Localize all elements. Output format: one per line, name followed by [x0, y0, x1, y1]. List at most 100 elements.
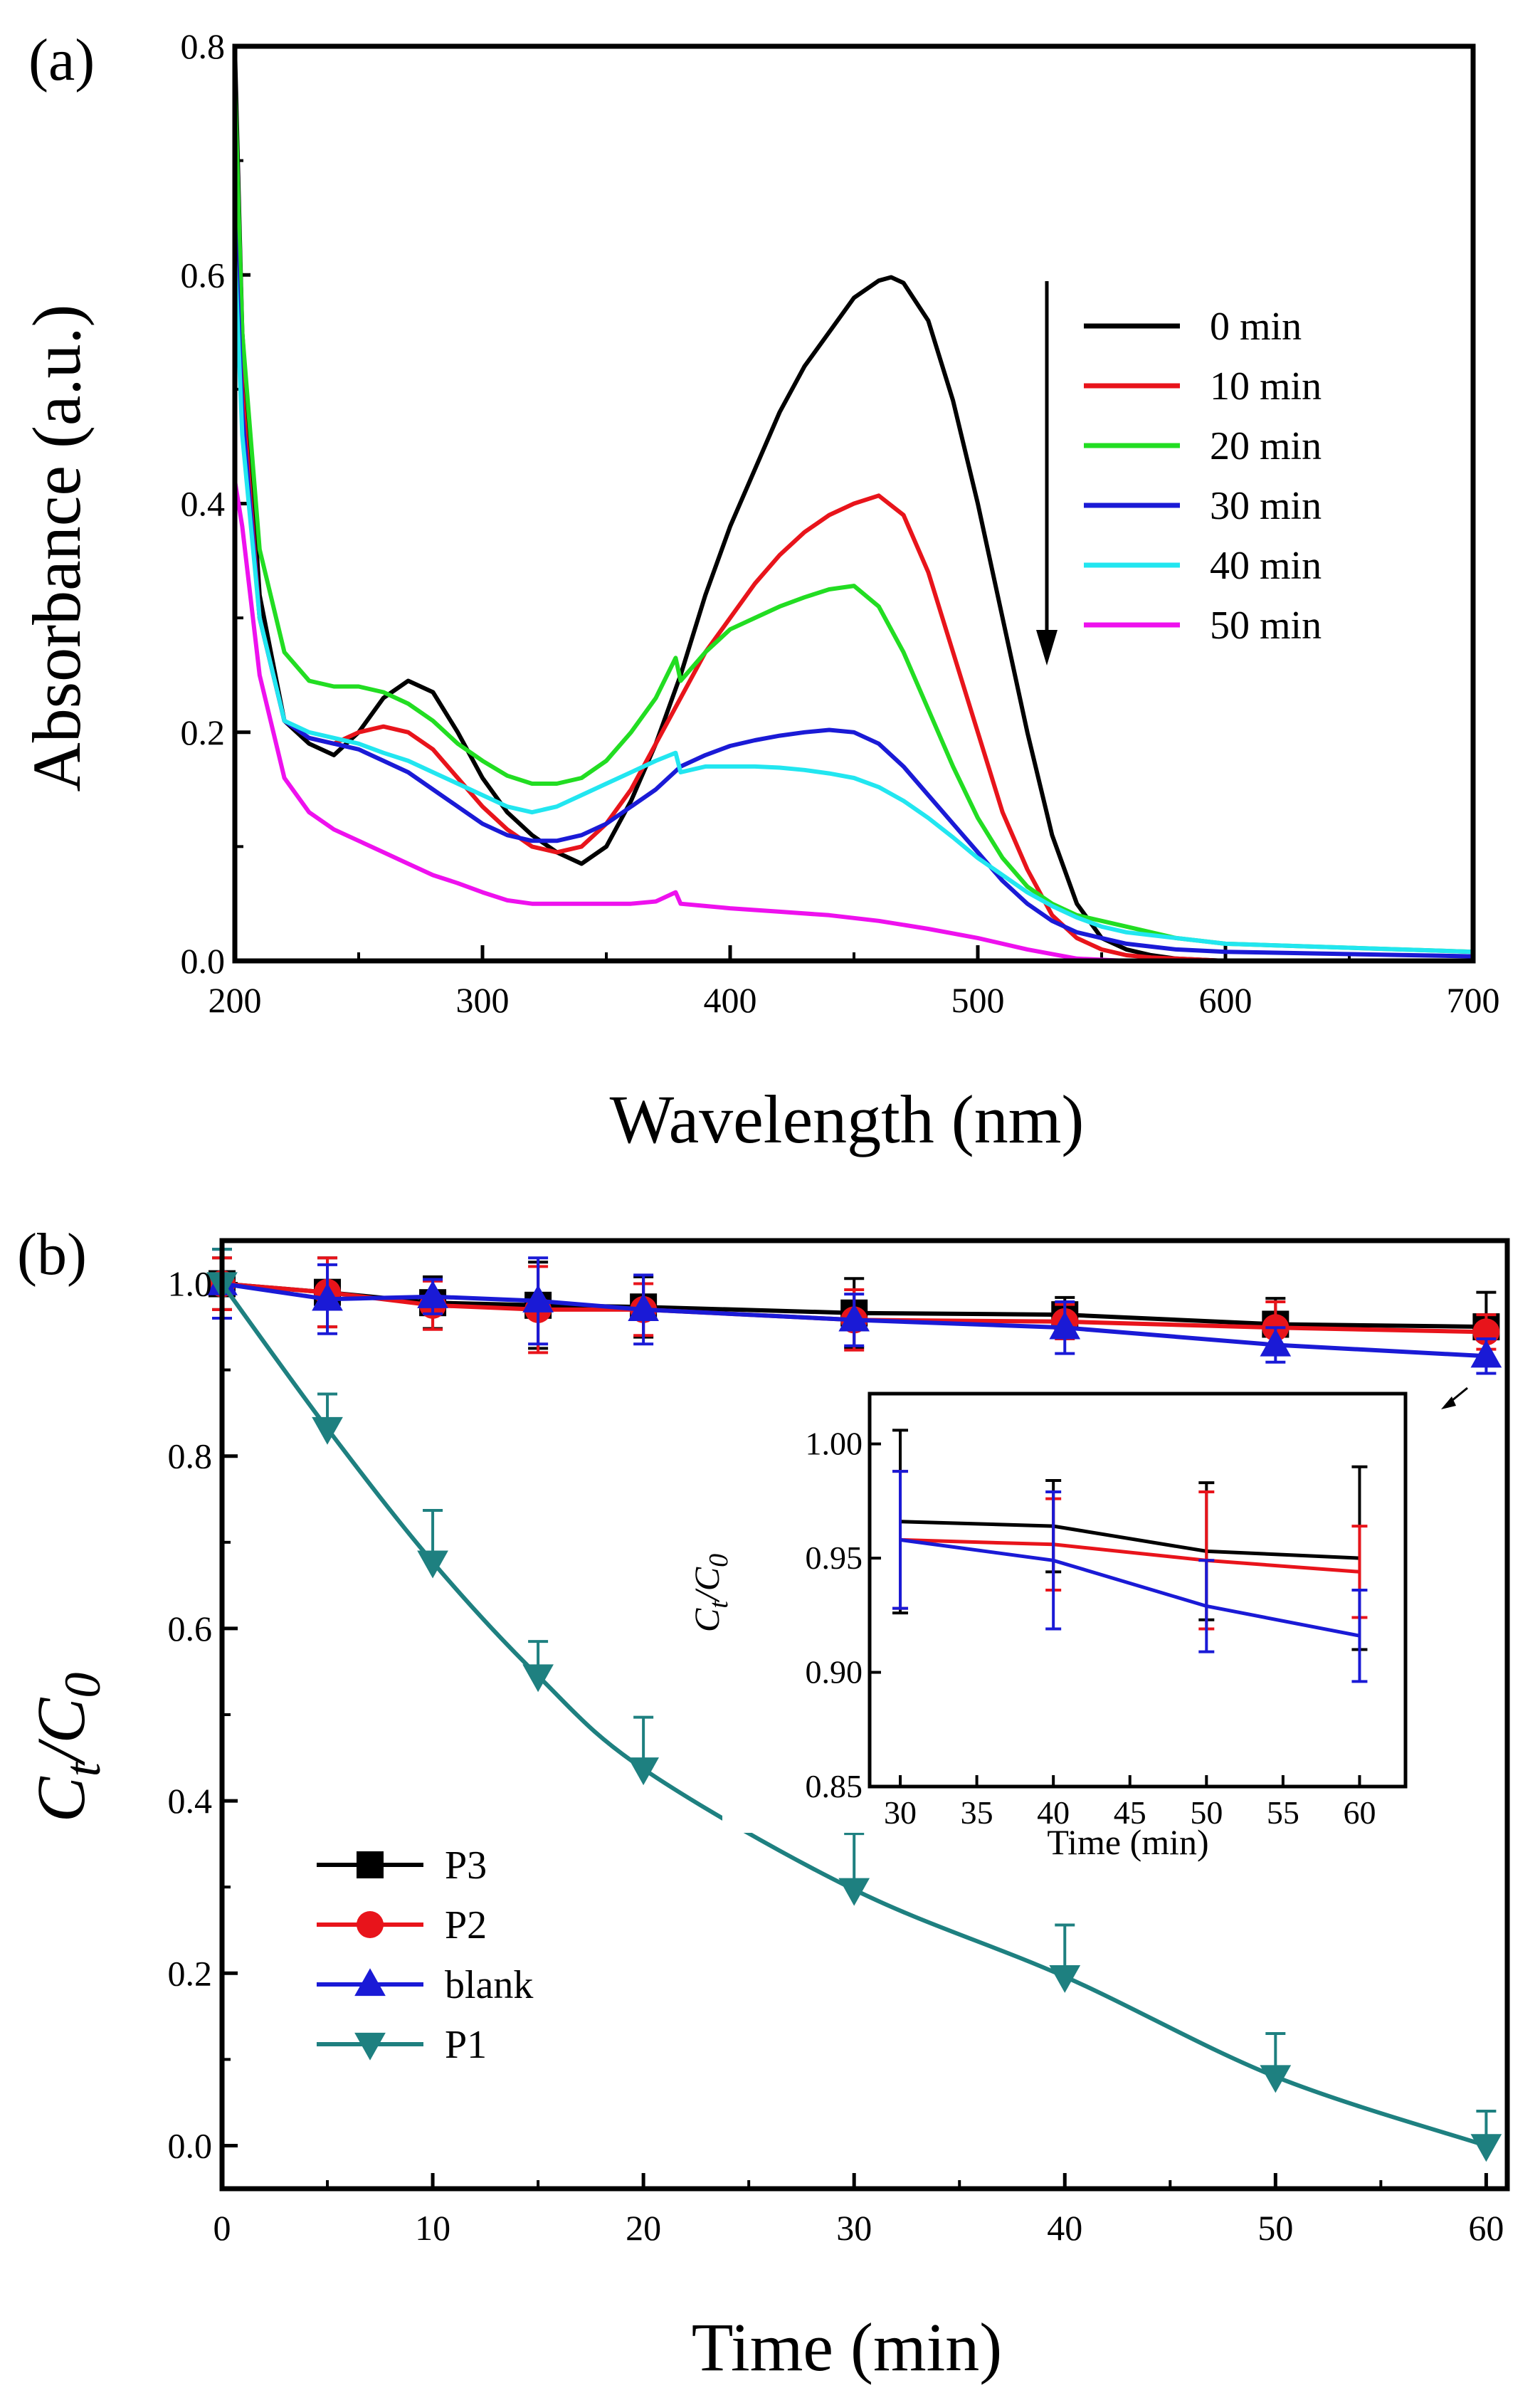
b-y-tick-label-0.4: 0.4	[168, 1781, 213, 1821]
inset-y-axis-title-text: Ct/C0	[687, 1554, 734, 1632]
b-legend-label-blank: blank	[445, 1963, 533, 2007]
b-blank-point-30	[838, 1303, 870, 1332]
inset-x-tick-label-30: 30	[884, 1794, 917, 1831]
b-blank-point-15	[522, 1284, 554, 1313]
b-series-line-p1	[220, 1282, 1487, 2148]
b-y-tick-labels: 0.0 0.2 0.4 0.6 0.8 1.0	[168, 1264, 213, 2166]
b-legend-marker-p1	[354, 2032, 386, 2061]
b-series-p1	[206, 1248, 1502, 2162]
a-x-tick-label-300: 300	[456, 980, 510, 1020]
a-y-tick-label-0.4: 0.4	[181, 484, 226, 524]
a-legend-label-20-min: 20 min	[1210, 424, 1322, 468]
b-ylabel-sub-0: 0	[54, 1673, 111, 1698]
a-x-tick-label-200: 200	[209, 980, 262, 1020]
a-legend-label-10-min: 10 min	[1210, 364, 1322, 409]
inset-y-axis-title: Ct/C0	[687, 1554, 734, 1632]
b-blank-point-50	[1260, 1328, 1292, 1357]
b-blank-point-60	[1470, 1340, 1502, 1368]
b-ylabel-slash: /C	[23, 1698, 99, 1767]
a-plot-frame	[232, 43, 1476, 964]
b-legend: P3 P2 blank P1	[317, 1843, 533, 2067]
a-series-line-50-min	[233, 480, 1473, 963]
b-inset-pointer-head	[1441, 1396, 1456, 1409]
panel-a-label: (a)	[28, 27, 95, 93]
b-x-tick-label-60: 60	[1468, 2208, 1504, 2248]
b-p1-point-15	[522, 1664, 554, 1693]
b-x-tick-label-20: 20	[626, 2208, 661, 2248]
b-inset: 30 35 40 45 50 55 60 0.85 0.90 0.95 1.00 Time (mi…	[687, 1388, 1441, 1862]
a-x-tick-label-600: 600	[1199, 980, 1252, 1020]
inset-series-group	[892, 1429, 1368, 1683]
inset-y-tick-label-1.00: 1.00	[806, 1426, 863, 1462]
a-legend-label-30-min: 30 min	[1210, 484, 1322, 528]
a-series-line-20-min	[233, 80, 1474, 954]
b-y-tick-label-0.0: 0.0	[168, 2125, 213, 2165]
b-blank-point-40	[1049, 1311, 1081, 1340]
panel-b-label: (b)	[17, 1221, 87, 1288]
inset-plot-frame	[867, 1392, 1408, 1789]
a-legend: 0 min 10 min 20 min 30 min 40 min 50 min	[1084, 305, 1322, 648]
a-x-axis-title: Wavelength (nm)	[610, 1081, 1085, 1157]
a-y-tick-label-0.0: 0.0	[181, 941, 226, 981]
inset-x-tick-label-55: 55	[1267, 1794, 1299, 1831]
b-series-group	[206, 1248, 1502, 2162]
a-series-line-40-min	[233, 251, 1474, 954]
i-ylabel-sub-0: 0	[704, 1554, 734, 1567]
a-x-tick-labels: 200 300 400 500 600 700	[209, 980, 1500, 1020]
b-inset-background	[722, 1388, 1441, 1833]
a-x-tick-label-500: 500	[951, 980, 1005, 1020]
b-x-tick-labels: 0 10 20 30 40 50 60	[213, 2208, 1504, 2248]
inset-x-axis-title: Time (min)	[1047, 1822, 1208, 1862]
a-y-tick-labels: 0.0 0.2 0.4 0.6 0.8	[181, 26, 226, 981]
a-y-tick-label-0.2: 0.2	[181, 712, 226, 752]
i-ylabel-sub-t: t	[704, 1600, 734, 1609]
panel-a: (a) 200 300 400 500 600 700 0.0 0.2 0.4 0.6 0.8 W…	[19, 26, 1500, 1157]
inset-x-tick-labels: 30 35 40 45 50 55 60	[884, 1794, 1376, 1831]
b-p1-point-5	[312, 1416, 343, 1445]
a-series-line-0-min	[233, 46, 1473, 963]
b-legend-marker-p3	[357, 1851, 384, 1878]
b-legend-marker-p2	[357, 1911, 384, 1938]
b-x-axis-title: Time (min)	[692, 2309, 1003, 2385]
a-x-tick-label-400: 400	[704, 980, 757, 1020]
b-series-blank	[206, 1248, 1502, 1375]
b-p1-point-60	[1470, 2134, 1502, 2162]
inset-x-tick-label-60: 60	[1343, 1794, 1376, 1831]
b-y-tick-label-0.6: 0.6	[168, 1609, 213, 1648]
inset-series-line-p3	[900, 1520, 1360, 1560]
b-legend-marker-blank	[354, 1968, 386, 1997]
a-legend-label-40-min: 40 min	[1210, 544, 1322, 588]
a-y-tick-label-0.6: 0.6	[181, 255, 226, 295]
b-y-tick-label-0.8: 0.8	[168, 1436, 213, 1476]
b-blank-point-20	[628, 1293, 659, 1322]
b-p1-point-40	[1049, 1964, 1081, 1993]
b-blank-point-5	[312, 1283, 343, 1311]
a-y-tick-label-0.8: 0.8	[181, 26, 226, 66]
inset-series-line-p2	[900, 1537, 1360, 1574]
i-ylabel-c: C	[687, 1608, 727, 1632]
inset-y-tick-label-0.90: 0.90	[806, 1654, 863, 1690]
b-axis-ticks	[220, 1282, 1488, 2189]
inset-x-tick-label-35: 35	[961, 1794, 993, 1831]
b-y-axis-title: Ct/C0	[23, 1673, 111, 1823]
b-x-tick-label-0: 0	[213, 2208, 231, 2248]
a-series-group	[233, 46, 1474, 963]
inset-y-tick-label-0.85: 0.85	[806, 1768, 863, 1804]
b-x-tick-label-30: 30	[836, 2208, 872, 2248]
inset-series-blank	[892, 1470, 1368, 1683]
b-x-tick-label-10: 10	[415, 2208, 450, 2248]
b-legend-label-p1: P1	[445, 2023, 487, 2067]
b-ylabel-c: C	[23, 1776, 99, 1822]
inset-series-line-blank	[900, 1537, 1360, 1638]
b-blank-point-10	[417, 1280, 448, 1308]
b-x-tick-label-50: 50	[1257, 2208, 1293, 2248]
a-series-line-10-min	[233, 137, 1473, 963]
a-legend-label-0-min: 0 min	[1210, 305, 1302, 349]
b-legend-label-p2: P2	[445, 1903, 487, 1947]
inset-x-tick-label-50: 50	[1190, 1794, 1223, 1831]
inset-x-tick-label-45: 45	[1114, 1794, 1146, 1831]
b-y-tick-label-0.2: 0.2	[168, 1953, 213, 1993]
a-y-axis-title: Absorbance (a.u.)	[19, 304, 95, 791]
panel-b: (b) 0 10 20 30 40 50 60 0.0 0.2 0.4 0.6 0.8 1.0 Tim…	[17, 1221, 1510, 2385]
